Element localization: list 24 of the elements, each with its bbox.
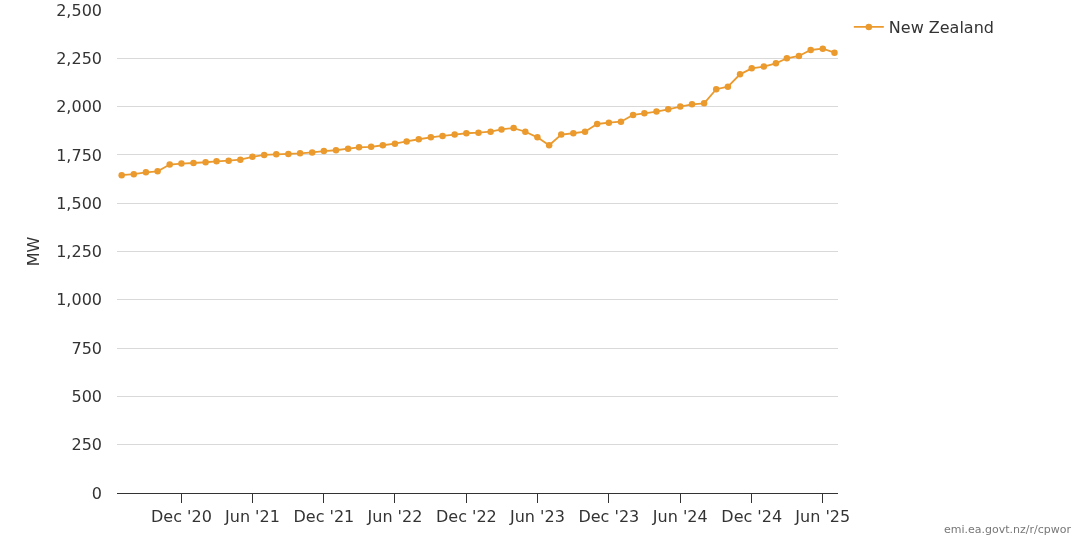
x-tick-label: Jun '22 [366,507,423,527]
x-tick-label: Dec '23 [578,507,640,527]
y-tick-label: 2,500 [56,0,102,20]
x-tick-label: Jun '23 [509,507,565,527]
x-tick-label: Dec '20 [151,507,212,527]
y-tick-label: 1,000 [56,290,102,310]
x-tick-label: Jun '25 [794,507,851,527]
text: emi.ea.govt.nz/r/cpwor [944,523,1072,536]
x-tick-label: Jun '24 [651,507,708,527]
x-tick-label: Dec '24 [721,507,783,527]
y-tick-label: 500 [71,387,102,406]
y-tick-label: 1,750 [56,145,102,165]
x-tick-label: Dec '22 [435,507,497,527]
y-tick-label: 250 [71,435,102,455]
y-tick-label: 1,250 [56,242,102,262]
y-tick-label: 750 [71,338,102,358]
y-tick-label: 1,500 [56,193,102,213]
legend-label: New Zealand [888,18,994,38]
x-tick-label: Dec '21 [293,507,355,527]
x-tick-label: Jun '21 [224,507,280,527]
y-tick-label: 0 [91,483,102,503]
y-tick-label: 2,000 [56,97,102,117]
y-axis-title: MW [24,236,44,267]
y-tick-label: 2,250 [56,48,102,68]
